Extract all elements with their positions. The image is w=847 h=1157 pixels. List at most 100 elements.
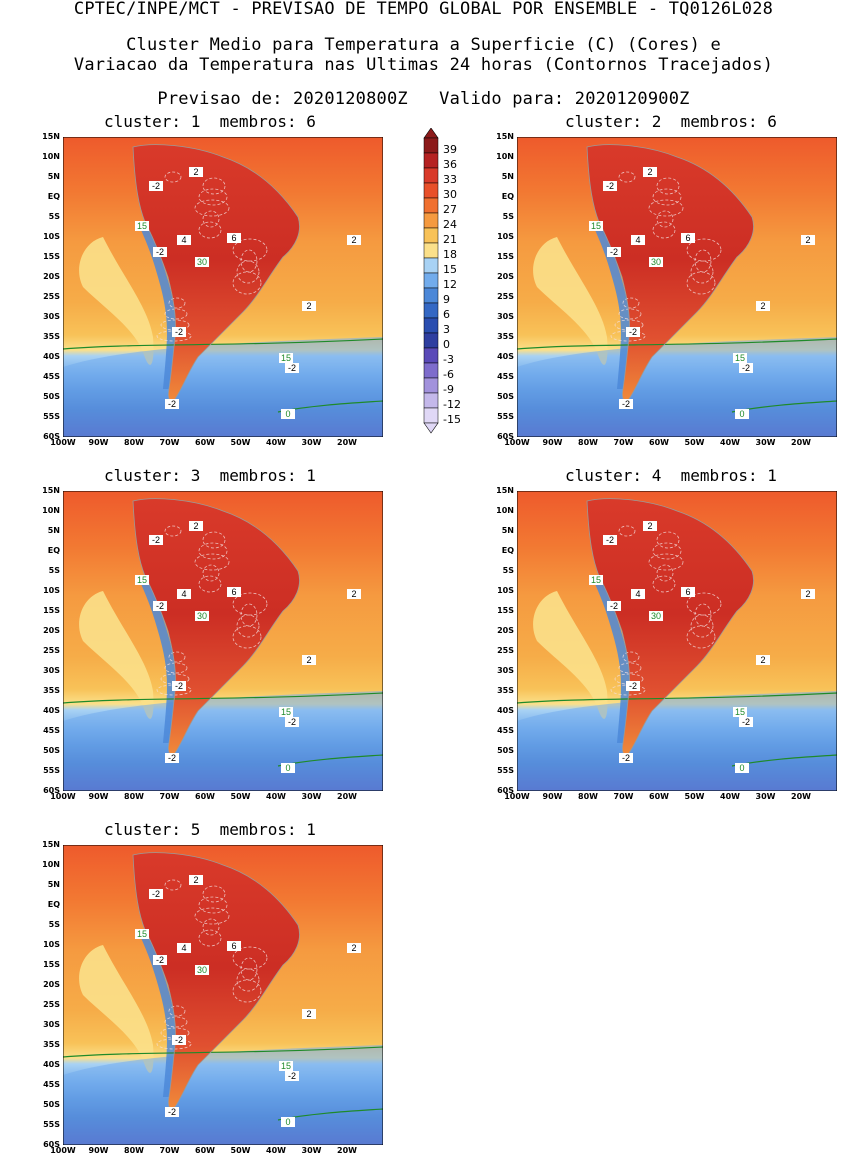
contour-label-bg [739, 363, 753, 373]
lon-tick-label: 50W [684, 792, 705, 801]
contour-label: 30 [197, 257, 207, 267]
lon-tick-label: 50W [230, 792, 251, 801]
lon-tick-label: 80W [124, 1146, 144, 1155]
lat-tick-label: 30S [43, 666, 60, 675]
colorbar-segment [423, 182, 439, 199]
lat-tick-label: 40S [497, 352, 514, 361]
contour-label: 6 [685, 587, 690, 597]
lat-tick-label: 5N [501, 526, 514, 535]
contour-label: 4 [181, 589, 186, 599]
contour-label-bg [756, 655, 770, 665]
contour-label: -2 [629, 681, 637, 691]
colorbar-segment [423, 197, 439, 214]
colorbar-tick-label: 36 [443, 158, 457, 171]
contour-label-bg [153, 601, 167, 611]
contour-label: -2 [288, 717, 296, 727]
lat-tick-label: 55S [43, 412, 60, 421]
lat-tick-label: 30S [497, 666, 514, 675]
contour-label: 2 [193, 521, 198, 531]
lat-tick-label: 60S [497, 432, 514, 441]
contour-label-bg [643, 167, 657, 177]
contour-label: -2 [152, 889, 160, 899]
contour-label: 15 [137, 221, 147, 231]
contour-label-bg [279, 707, 293, 717]
lon-tick-label: 40W [266, 792, 286, 801]
lat-tick-label: 50S [43, 1100, 60, 1109]
lat-tick-label: 10N [42, 860, 60, 869]
lat-tick-label: EQ [47, 900, 60, 909]
contour-label-bg [589, 575, 603, 585]
lon-tick-label: 100W [504, 792, 530, 801]
contour-label-bg [649, 611, 663, 621]
lat-tick-label: 50S [497, 746, 514, 755]
lat-tick-label: 5S [48, 566, 60, 575]
lat-tick-label: 50S [43, 746, 60, 755]
lon-tick-label: 30W [755, 438, 776, 447]
contour-label-bg [279, 1061, 293, 1071]
contour-label-bg [285, 717, 299, 727]
colorbar-tick-label: 6 [443, 308, 450, 321]
contour-label: -2 [629, 327, 637, 337]
colorbar-tick-label: 9 [443, 293, 450, 306]
contour-label-bg [285, 1071, 299, 1081]
lat-tick-label: 10N [496, 152, 514, 161]
contour-label: 2 [351, 235, 356, 245]
lat-tick-label: 15N [496, 486, 514, 495]
lat-tick-label: 20S [497, 272, 514, 281]
lat-tick-label: 15S [43, 252, 60, 261]
contour-label-bg [172, 327, 186, 337]
contour-label: 30 [651, 611, 661, 621]
contour-label-bg [735, 763, 749, 773]
lat-tick-label: 10S [497, 586, 514, 595]
contour-label-bg [626, 681, 640, 691]
contour-label: -2 [742, 363, 750, 373]
colorbar-segment [423, 287, 439, 304]
contour-label: 15 [591, 575, 601, 585]
contour-label: 2 [351, 589, 356, 599]
contour-label: 4 [635, 589, 640, 599]
contour-label: 4 [181, 943, 186, 953]
contour-label-bg [649, 257, 663, 267]
lat-tick-label: 35S [497, 686, 514, 695]
contour-label: 15 [137, 929, 147, 939]
lon-tick-label: 70W [159, 438, 180, 447]
lon-tick-label: 30W [301, 1146, 322, 1155]
contour-label-bg [135, 575, 149, 585]
contour-label-bg [189, 875, 203, 885]
contour-label: -2 [288, 1071, 296, 1081]
header-line-2: Cluster Medio para Temperatura a Superfi… [126, 35, 721, 55]
panel-2-title: cluster: 2 membros: 6 [565, 112, 777, 131]
contour-label: 6 [231, 233, 236, 243]
contour-label-bg [619, 753, 633, 763]
lat-tick-label: 15S [43, 960, 60, 969]
colorbar-segment [423, 257, 439, 274]
lon-tick-label: 30W [301, 438, 322, 447]
lat-tick-label: 15S [497, 606, 514, 615]
lat-tick-label: 20S [43, 626, 60, 635]
contour-label: 6 [231, 587, 236, 597]
contour-label-bg [177, 235, 191, 245]
contour-label-bg [165, 1107, 179, 1117]
lon-tick-label: 100W [50, 1146, 76, 1155]
colorbar-tick-label: 30 [443, 188, 457, 201]
panel-3-title: cluster: 3 membros: 1 [104, 466, 316, 485]
lat-tick-label: 5N [47, 172, 60, 181]
contour-label-bg [177, 943, 191, 953]
contour-label: -2 [175, 681, 183, 691]
lat-tick-label: 40S [43, 352, 60, 361]
lat-tick-label: 5N [47, 880, 60, 889]
lat-tick-label: 10S [43, 940, 60, 949]
colorbar-tick-label: 33 [443, 173, 457, 186]
lon-tick-label: 90W [88, 1146, 109, 1155]
lat-tick-label: 25S [497, 646, 514, 655]
colorbar-scale [423, 128, 439, 434]
lon-tick-label: 70W [613, 792, 634, 801]
contour-label-bg [227, 233, 241, 243]
contour-label: 15 [735, 353, 745, 363]
lat-tick-label: 40S [43, 706, 60, 715]
lon-tick-label: 60W [195, 1146, 215, 1155]
contour-label-bg [607, 247, 621, 257]
lat-tick-label: 40S [43, 1060, 60, 1069]
lon-tick-label: 40W [720, 438, 740, 447]
contour-label: 0 [739, 763, 744, 773]
